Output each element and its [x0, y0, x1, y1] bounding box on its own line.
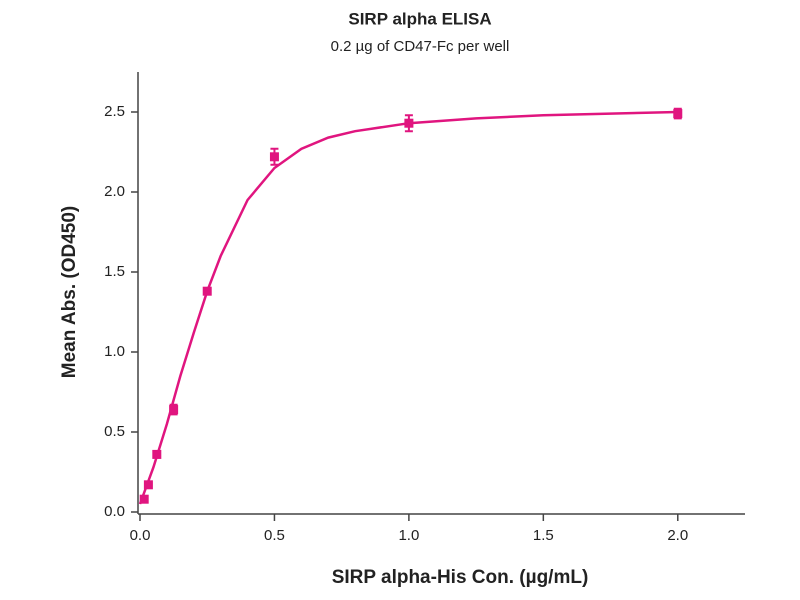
data-point	[404, 118, 414, 128]
chart-subtitle: 0.2 µg of CD47-Fc per well	[331, 38, 510, 55]
data-point	[139, 494, 149, 504]
x-tick-label: 0.0	[130, 527, 151, 544]
y-tick-label: 2.0	[104, 183, 125, 200]
data-point	[269, 152, 279, 162]
y-axis-label: Mean Abs. (OD450)	[59, 206, 80, 378]
x-tick-label: 1.0	[398, 527, 419, 544]
x-axis-label: SIRP alpha-His Con. (µg/mL)	[332, 567, 589, 588]
x-tick-label: 0.5	[264, 527, 285, 544]
x-tick-label: 1.5	[533, 527, 554, 544]
y-tick-label: 0.5	[104, 423, 125, 440]
data-point	[673, 109, 683, 119]
data-point	[143, 480, 153, 490]
y-tick-label: 1.0	[104, 343, 125, 360]
data-point	[169, 405, 179, 415]
data-point	[202, 286, 212, 296]
x-tick-label: 2.0	[667, 527, 688, 544]
data-point	[152, 449, 162, 459]
fit-curve	[138, 110, 678, 505]
y-tick-label: 1.5	[104, 263, 125, 280]
chart-title: SIRP alpha ELISA	[348, 9, 491, 28]
y-tick-label: 0.0	[104, 503, 125, 520]
y-tick-label: 2.5	[104, 103, 125, 120]
